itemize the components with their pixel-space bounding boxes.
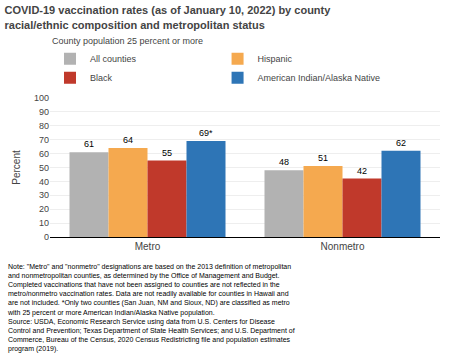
svg-text:Percent: Percent: [11, 150, 22, 185]
svg-text:American Indian/Alaska Native: American Indian/Alaska Native: [258, 73, 381, 83]
svg-text:51: 51: [318, 153, 328, 163]
svg-text:County population 25 percent o: County population 25 percent or more: [52, 36, 203, 46]
svg-text:50: 50: [39, 163, 49, 173]
svg-text:20: 20: [39, 204, 49, 214]
svg-text:48: 48: [279, 157, 289, 167]
svg-text:0: 0: [44, 232, 49, 242]
svg-text:80: 80: [39, 121, 49, 131]
svg-text:100: 100: [34, 93, 49, 103]
svg-text:Black: Black: [90, 73, 113, 83]
svg-text:61: 61: [84, 139, 94, 149]
svg-text:42: 42: [357, 166, 367, 176]
svg-text:55: 55: [162, 148, 172, 158]
svg-text:Metro: Metro: [135, 241, 161, 252]
svg-text:90: 90: [39, 107, 49, 117]
svg-text:10: 10: [39, 218, 49, 228]
svg-text:62: 62: [396, 138, 406, 148]
svg-text:All counties: All counties: [90, 54, 137, 64]
svg-text:30: 30: [39, 190, 49, 200]
svg-text:40: 40: [39, 177, 49, 187]
svg-text:70: 70: [39, 135, 49, 145]
svg-text:60: 60: [39, 149, 49, 159]
svg-text:Hispanic: Hispanic: [258, 54, 293, 64]
svg-text:Note: "Metro" and "nonmetro" d: Note: "Metro" and "nonmetro" designation…: [7, 263, 295, 353]
svg-text:COVID-19 vaccination rates (as: COVID-19 vaccination rates (as of Januar…: [5, 4, 332, 30]
svg-text:64: 64: [123, 135, 133, 145]
svg-text:69*: 69*: [199, 128, 213, 138]
svg-text:Nonmetro: Nonmetro: [321, 241, 365, 252]
